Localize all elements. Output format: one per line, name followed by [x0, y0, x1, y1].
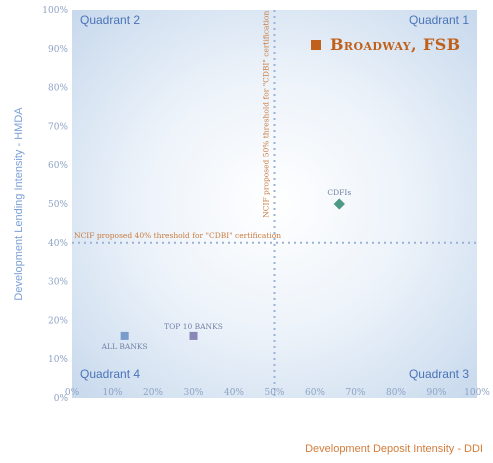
plot-background [72, 10, 477, 398]
x-tick-label: 100% [464, 388, 490, 398]
data-label-cdfis: CDFIs [327, 188, 351, 197]
horizontal-threshold-label: NCIF proposed 40% threshold for "CDBI" c… [74, 231, 281, 240]
x-tick-label: 80% [386, 388, 406, 398]
y-tick-label: 30% [48, 278, 68, 288]
y-tick-label: 10% [48, 355, 68, 365]
quadrant-2-label: Quadrant 2 [80, 13, 140, 27]
quadrant-3-label: Quadrant 3 [409, 367, 469, 381]
x-tick-label: 90% [426, 388, 446, 398]
y-tick-label: 100% [42, 6, 68, 16]
x-tick-label: 0% [65, 388, 80, 398]
x-axis-title: Development Deposit Intensity - DDI [305, 443, 483, 455]
x-tick-label: 60% [305, 388, 325, 398]
quadrant-4-label: Quadrant 4 [80, 367, 140, 381]
data-point-top-10-banks [189, 331, 198, 340]
vertical-threshold-label: NCIF proposed 50% threshold for "CDBI" c… [262, 11, 271, 218]
y-tick-label: 70% [48, 122, 68, 132]
y-tick-label: 80% [48, 84, 68, 94]
x-tick-label: 20% [143, 388, 163, 398]
y-tick-label: 50% [48, 200, 68, 210]
x-tick-label: 70% [345, 388, 365, 398]
y-tick-label: 20% [48, 316, 68, 326]
legend-swatch [311, 40, 321, 50]
y-tick-label: 60% [48, 161, 68, 171]
x-tick-label: 40% [224, 388, 244, 398]
legend-label: Broadway, FSB [330, 35, 461, 54]
y-tick-label: 40% [48, 239, 68, 249]
data-point-cdfis [333, 198, 345, 210]
y-tick-label: 0% [54, 394, 69, 404]
x-tick-label: 10% [102, 388, 122, 398]
y-tick-label: 90% [48, 45, 68, 55]
data-point-all-banks [120, 331, 129, 340]
data-label-all-banks: ALL BANKS [101, 342, 148, 351]
quadrant-1-label: Quadrant 1 [409, 13, 469, 27]
data-label-top-10-banks: TOP 10 BANKS [164, 322, 223, 331]
y-axis-title: Development Lending Intensity - HMDA [13, 107, 25, 301]
x-tick-label: 50% [264, 388, 284, 398]
x-tick-label: 30% [183, 388, 203, 398]
